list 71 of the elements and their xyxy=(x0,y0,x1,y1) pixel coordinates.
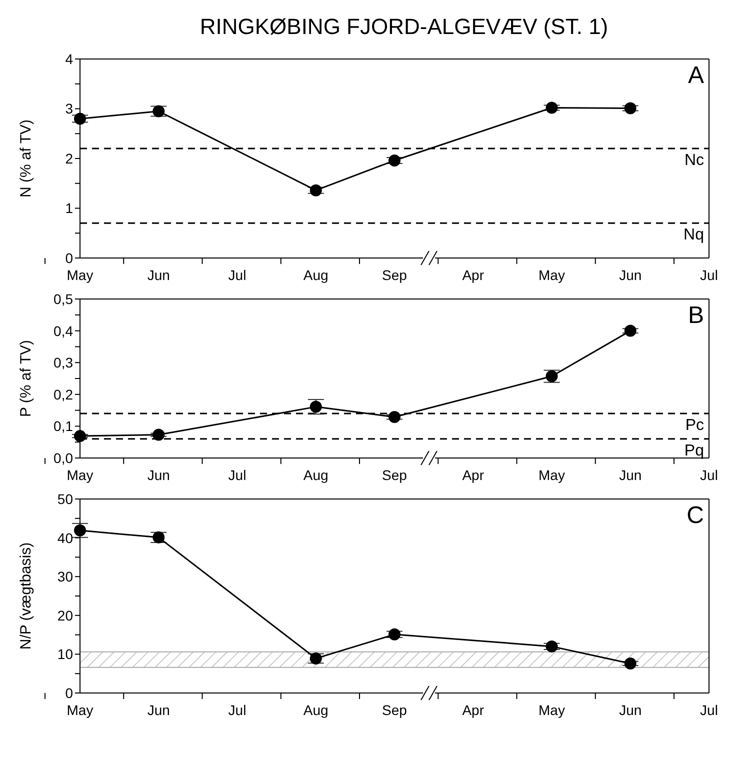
x-tick-label: Aug xyxy=(303,467,328,483)
annotation: B xyxy=(688,302,704,330)
y-tick-label: 3 xyxy=(65,100,74,117)
ref-line-label: Pq xyxy=(684,442,704,460)
x-tick-label: Sep xyxy=(382,702,408,718)
x-tick-label: Jun xyxy=(147,467,170,483)
x-tick-label: May xyxy=(66,267,94,283)
point xyxy=(310,652,322,664)
point xyxy=(74,112,86,125)
y-axis-title: N/P (vægtbasis) xyxy=(17,542,34,650)
point xyxy=(624,324,636,337)
point xyxy=(624,658,636,670)
y-tick-label: 40 xyxy=(57,530,74,546)
x-tick-label: Jun xyxy=(619,267,642,283)
annotation: C xyxy=(686,502,704,530)
x-tick-label: Jul xyxy=(228,467,246,483)
point xyxy=(310,184,322,196)
x-tick-label: Apr xyxy=(462,267,484,283)
y-tick-label: 0,0 xyxy=(54,450,74,466)
x-tick-label: Apr xyxy=(462,702,484,718)
point xyxy=(546,640,558,652)
y-tick-label: 0,3 xyxy=(54,354,74,371)
x-tick-label: Jun xyxy=(619,467,642,483)
annotation: A xyxy=(688,62,704,90)
point xyxy=(388,628,400,640)
y-tick-label: 0,2 xyxy=(54,386,74,402)
y-tick-label: 30 xyxy=(57,568,74,585)
y-axis-title: N (% af TV) xyxy=(17,119,34,198)
y-tick-label: 0,5 xyxy=(54,290,74,307)
x-tick-label: May xyxy=(66,467,94,483)
point xyxy=(152,105,165,118)
y-tick-label: 0,1 xyxy=(54,418,74,434)
x-tick-label: Jul xyxy=(228,702,246,718)
point xyxy=(388,410,400,423)
x-tick-label: Jul xyxy=(700,267,718,283)
x-tick-label: Jun xyxy=(147,267,170,283)
ref-line-label: Nq xyxy=(684,226,704,244)
y-tick-label: 50 xyxy=(57,490,74,507)
y-tick-label: 0 xyxy=(65,684,74,701)
y-axis-title: P (% af TV) xyxy=(17,340,34,417)
x-tick-label: Aug xyxy=(303,267,328,283)
x-tick-label: May xyxy=(538,702,565,718)
x-tick-label: May xyxy=(538,267,565,283)
ref-line-label: Pc xyxy=(685,416,704,434)
y-tick-label: 0,4 xyxy=(54,322,74,339)
ref-line-label: Nc xyxy=(684,152,704,169)
x-tick-label: Jun xyxy=(619,702,642,718)
point xyxy=(152,428,165,441)
x-tick-label: Sep xyxy=(382,467,408,483)
x-tick-label: Sep xyxy=(382,267,408,283)
x-tick-label: Jul xyxy=(700,467,718,483)
x-tick-label: May xyxy=(538,467,565,483)
y-tick-label: 1 xyxy=(65,200,74,216)
point xyxy=(546,102,558,114)
point xyxy=(546,370,558,382)
point xyxy=(624,102,636,114)
point xyxy=(152,531,165,544)
y-tick-label: 10 xyxy=(57,646,74,662)
y-tick-label: 4 xyxy=(65,50,74,67)
point xyxy=(74,430,86,442)
x-tick-label: May xyxy=(66,702,94,718)
x-tick-label: Jun xyxy=(147,702,170,718)
chart-title: RINGKØBING FJORD-ALGEVÆV (ST. 1) xyxy=(198,13,610,41)
x-tick-label: Jul xyxy=(700,702,718,718)
x-tick-label: Jul xyxy=(228,267,246,283)
y-tick-label: 2 xyxy=(65,150,74,166)
x-tick-label: Aug xyxy=(303,702,328,718)
y-tick-label: 20 xyxy=(57,607,74,624)
x-tick-label: Apr xyxy=(462,467,484,483)
y-tick-label: 0 xyxy=(65,250,74,266)
point xyxy=(388,154,400,166)
